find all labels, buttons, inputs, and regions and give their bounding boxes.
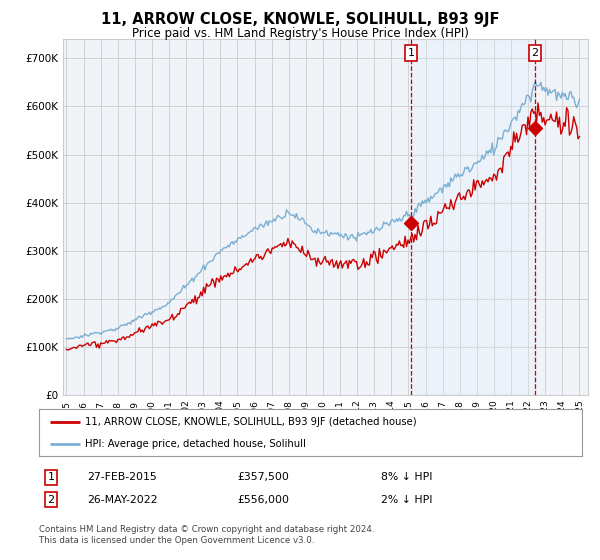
Text: 2: 2 [47, 494, 55, 505]
Text: £357,500: £357,500 [237, 472, 289, 482]
Bar [411, 39, 535, 395]
Text: 2: 2 [532, 48, 539, 58]
Text: Contains HM Land Registry data © Crown copyright and database right 2024.
This d: Contains HM Land Registry data © Crown c… [39, 525, 374, 545]
Text: Price paid vs. HM Land Registry's House Price Index (HPI): Price paid vs. HM Land Registry's House … [131, 27, 469, 40]
Text: 1: 1 [47, 472, 55, 482]
Text: 26-MAY-2022: 26-MAY-2022 [87, 494, 157, 505]
Text: 11, ARROW CLOSE, KNOWLE, SOLIHULL, B93 9JF: 11, ARROW CLOSE, KNOWLE, SOLIHULL, B93 9… [101, 12, 499, 27]
Text: 1: 1 [407, 48, 415, 58]
Text: 2% ↓ HPI: 2% ↓ HPI [381, 494, 433, 505]
Text: 8% ↓ HPI: 8% ↓ HPI [381, 472, 433, 482]
Text: HPI: Average price, detached house, Solihull: HPI: Average price, detached house, Soli… [85, 438, 306, 449]
Text: 27-FEB-2015: 27-FEB-2015 [87, 472, 157, 482]
Text: 11, ARROW CLOSE, KNOWLE, SOLIHULL, B93 9JF (detached house): 11, ARROW CLOSE, KNOWLE, SOLIHULL, B93 9… [85, 417, 417, 427]
Text: £556,000: £556,000 [237, 494, 289, 505]
